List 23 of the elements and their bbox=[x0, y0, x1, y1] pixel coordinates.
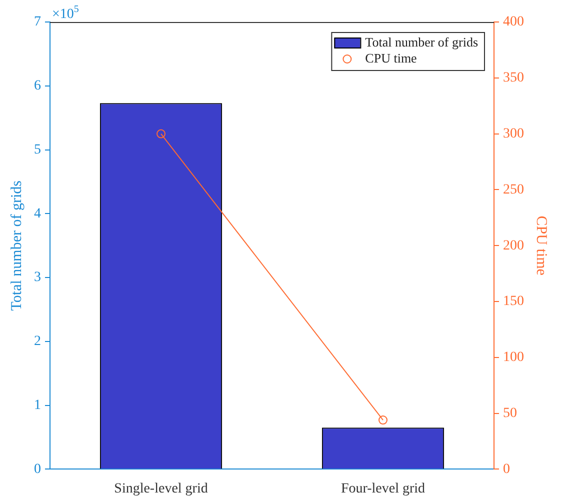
y-tick-label: 7 bbox=[34, 14, 41, 30]
y-axis-title: Total number of grids bbox=[8, 180, 25, 311]
x-tick-label: Single-level grid bbox=[114, 481, 208, 496]
legend-label: Total number of grids bbox=[365, 34, 478, 50]
y2-tick-label: 50 bbox=[503, 406, 517, 421]
y-tick-label: 6 bbox=[34, 78, 41, 94]
y2-tick-label: 300 bbox=[503, 126, 524, 142]
y2-tick-label: 250 bbox=[503, 182, 524, 198]
y2-tick-label: 150 bbox=[503, 294, 524, 310]
y2-tick-label: 400 bbox=[503, 14, 524, 30]
y-tick-label: 5 bbox=[34, 142, 41, 158]
legend-label: CPU time bbox=[365, 50, 418, 66]
y2-tick-label: 100 bbox=[503, 350, 524, 366]
y2-tick-label: 200 bbox=[503, 238, 524, 254]
y2-tick-label: 350 bbox=[503, 70, 524, 86]
y2-tick-label: 0 bbox=[503, 462, 510, 477]
y2-axis-title: CPU time bbox=[533, 216, 550, 276]
y-tick-label: 3 bbox=[34, 270, 41, 286]
y-tick-label: 4 bbox=[34, 206, 41, 222]
x-tick-label: Four-level grid bbox=[340, 481, 426, 496]
y-tick-label: 2 bbox=[34, 334, 41, 350]
y-tick-label: 1 bbox=[34, 398, 41, 413]
y-tick-label: 0 bbox=[34, 462, 41, 477]
